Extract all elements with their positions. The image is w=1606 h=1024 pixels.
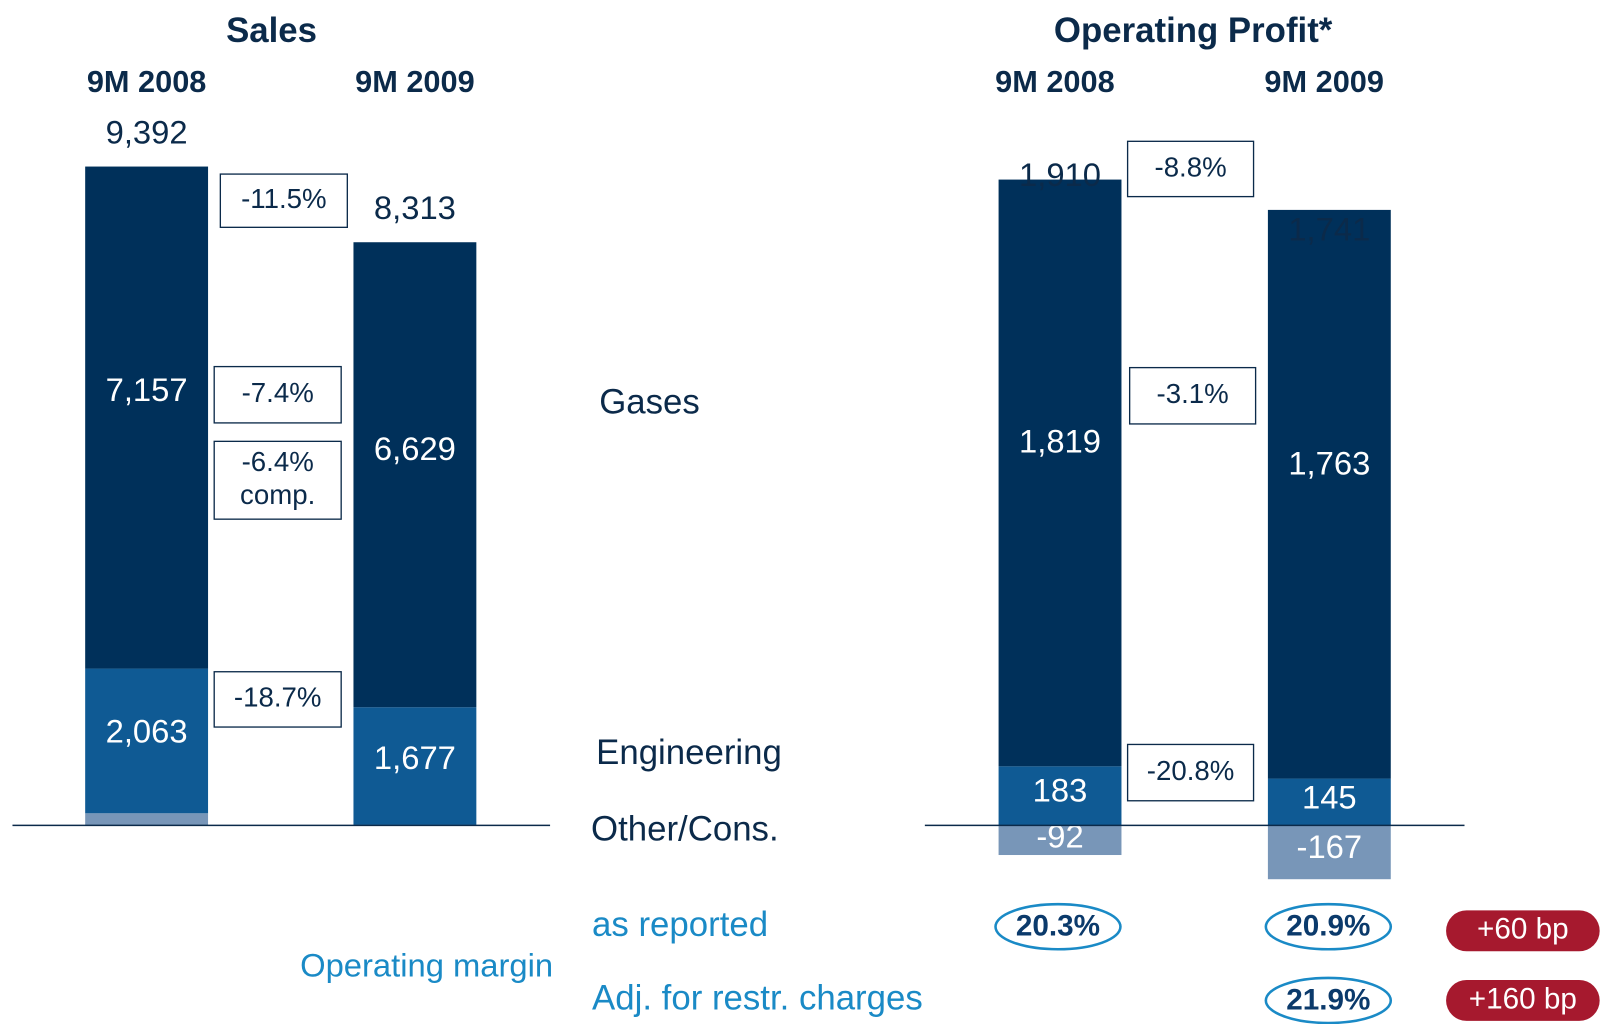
value-label: 2,063 <box>106 712 188 749</box>
margin-row-label: Adj. for restr. charges <box>592 979 923 1018</box>
total-label: 9,392 <box>106 113 188 150</box>
category-label: 9M 2008 <box>995 64 1115 99</box>
category-label: 9M 2009 <box>1264 64 1384 99</box>
change-box <box>213 671 342 728</box>
change-pill-label: +60 bp <box>1477 913 1569 946</box>
margin-oval <box>994 902 1122 951</box>
bar-segment <box>85 813 209 826</box>
value-label: 1,763 <box>1288 444 1370 481</box>
change-pill <box>1446 910 1600 952</box>
bar-segment <box>998 825 1122 856</box>
change-box <box>213 440 342 520</box>
margin-value: 21.9% <box>1286 983 1370 1016</box>
change-label: -11.5% <box>241 183 326 214</box>
change-box <box>1126 140 1255 198</box>
bar-segment <box>85 668 209 814</box>
change-label: -20.8% <box>1147 755 1235 786</box>
margin-label: Operating margin <box>300 946 553 983</box>
bar-segment <box>85 166 209 669</box>
bar-segment <box>353 707 477 825</box>
bar-segment <box>353 242 477 708</box>
margin-oval <box>1264 902 1393 951</box>
bar-segment <box>998 179 1122 767</box>
value-label: 183 <box>1033 772 1088 809</box>
change-box <box>1128 366 1257 425</box>
change-box <box>1126 743 1255 802</box>
change-pill-label: +160 bp <box>1469 982 1577 1015</box>
change-box <box>213 365 342 424</box>
value-label: 145 <box>1302 778 1357 815</box>
value-label: 1,819 <box>1019 422 1101 459</box>
value-label: 6,629 <box>374 430 456 467</box>
chart-title: Sales <box>226 11 317 50</box>
legend-label: Engineering <box>596 733 782 772</box>
change-box <box>219 173 348 228</box>
value-label: 7,157 <box>106 371 188 408</box>
bar-segment <box>1267 209 1391 779</box>
bar-segment <box>1267 778 1391 826</box>
total-label: 8,313 <box>374 189 456 226</box>
value-label: 1,677 <box>374 739 456 776</box>
category-label: 9M 2008 <box>87 64 207 99</box>
legend-label: Other/Cons. <box>591 810 779 849</box>
change-label: -7.4% <box>242 377 314 408</box>
margin-row-label: as reported <box>592 905 768 944</box>
change-pill <box>1446 979 1600 1021</box>
change-label: -3.1% <box>1157 378 1229 409</box>
total-label: 1,741 <box>1288 211 1370 248</box>
legend-label: Gases <box>599 383 700 422</box>
category-label: 9M 2009 <box>355 64 475 99</box>
value-label: -167 <box>1297 828 1363 865</box>
change-label: -18.7% <box>234 682 322 713</box>
margin-oval <box>1264 976 1393 1024</box>
chart-title: Operating Profit* <box>1054 11 1333 50</box>
change-label: -6.4% <box>242 446 314 477</box>
margin-value: 20.9% <box>1286 910 1370 943</box>
margin-value: 20.3% <box>1016 910 1100 943</box>
total-label: 1,910 <box>1019 156 1101 193</box>
bar-segment <box>998 766 1122 826</box>
change-label: -8.8% <box>1154 151 1226 182</box>
bar-segment <box>1267 825 1391 880</box>
change-label: comp. <box>240 479 315 510</box>
